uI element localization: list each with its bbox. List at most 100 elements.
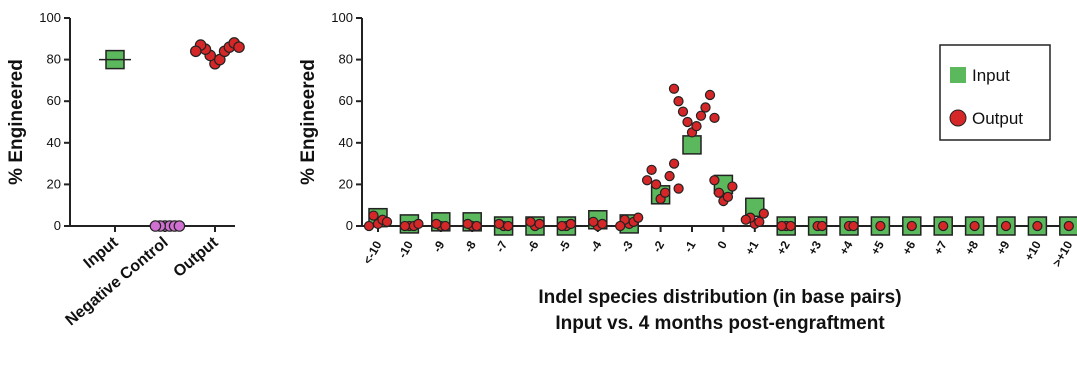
circle-marker <box>556 220 568 232</box>
circle-marker <box>969 220 980 232</box>
square-marker <box>682 135 702 155</box>
x-tick-label: -9 <box>430 238 448 255</box>
circle-marker <box>462 218 473 230</box>
y-tick-label: 20 <box>47 176 61 191</box>
circle-marker <box>682 116 693 128</box>
circle-marker <box>785 220 796 232</box>
x-tick-label: +8 <box>962 238 981 257</box>
x-tick-label: -1 <box>681 238 699 255</box>
x-tick-label: +5 <box>868 238 887 257</box>
x-tick-label: -6 <box>524 238 542 255</box>
circle-marker <box>641 175 653 186</box>
x-tick-label: -5 <box>556 238 574 255</box>
circle-marker <box>646 164 657 175</box>
y-axis-label: % Engineered <box>298 59 319 185</box>
circle-marker <box>727 181 738 192</box>
x-tick-label: -4 <box>587 238 605 255</box>
y-tick-label: 80 <box>47 52 61 67</box>
circle-marker <box>565 218 577 230</box>
legend-marker <box>950 67 966 83</box>
x-tick-label: +6 <box>899 238 918 257</box>
circle-marker <box>691 121 702 132</box>
y-tick-label: 0 <box>346 218 353 233</box>
y-tick-label: 100 <box>331 10 353 25</box>
circle-marker <box>615 220 626 232</box>
circle-marker <box>704 89 716 101</box>
circle-marker <box>816 220 828 232</box>
circle-marker <box>493 218 505 230</box>
circle-marker <box>381 216 393 227</box>
y-tick-label: 40 <box>339 135 353 150</box>
circle-marker <box>399 220 411 232</box>
x-axis-label: Indel species distribution (in base pair… <box>538 287 901 308</box>
circle-marker <box>664 170 675 182</box>
y-tick-label: 60 <box>339 93 353 108</box>
circle-marker <box>776 220 787 232</box>
circle-marker <box>534 218 545 230</box>
y-axis-label: % Engineered <box>6 59 27 185</box>
legend-marker <box>949 109 967 127</box>
circle-marker <box>597 218 608 230</box>
circle-marker <box>673 96 684 107</box>
y-tick-label: 60 <box>47 93 61 108</box>
y-tick-label: 0 <box>54 218 61 233</box>
x-tick-label: +10 <box>1022 238 1044 263</box>
x-tick-label: +1 <box>742 238 761 257</box>
x-tick-label: +2 <box>774 238 793 257</box>
circle-marker <box>875 220 886 232</box>
x-tick-label: 0 <box>715 238 731 251</box>
circle-marker <box>713 187 725 198</box>
x-tick-label: -10 <box>395 238 416 260</box>
circle-marker <box>906 220 917 232</box>
y-tick-label: 80 <box>339 52 353 67</box>
y-tick-label: 100 <box>39 10 61 25</box>
circle-marker <box>1000 220 1012 232</box>
circle-marker <box>938 220 949 232</box>
x-tick-label: -2 <box>650 238 668 255</box>
x-tick-label: -3 <box>618 238 636 255</box>
x-tick-label: >+10 <box>1050 238 1076 269</box>
circle-marker <box>758 208 769 219</box>
circle-marker <box>848 220 859 232</box>
circle-marker <box>650 179 662 190</box>
circle-marker <box>709 112 720 123</box>
x-tick-label: Output <box>170 234 222 281</box>
x-axis-label: Input vs. 4 months post-engraftment <box>555 313 885 334</box>
legend-label: Output <box>972 109 1023 128</box>
x-tick-label: Input <box>81 234 122 273</box>
circle-marker <box>190 45 202 58</box>
x-tick-label: <-10 <box>360 238 384 266</box>
circle-marker <box>695 110 707 121</box>
x-tick-label: +9 <box>994 238 1013 257</box>
circle-marker <box>709 175 720 186</box>
circle-marker <box>149 220 162 232</box>
x-tick-label: -8 <box>461 238 479 255</box>
circle-marker <box>754 216 765 227</box>
circle-marker <box>588 216 599 227</box>
circle-marker <box>413 218 424 230</box>
circle-marker <box>668 158 680 169</box>
x-tick-label: +4 <box>837 238 856 257</box>
y-tick-label: 20 <box>339 176 353 191</box>
circle-marker <box>502 220 514 232</box>
x-tick-label: -7 <box>493 238 511 255</box>
circle-marker <box>525 216 536 227</box>
circle-marker <box>633 212 644 223</box>
circle-marker <box>1063 220 1074 232</box>
circle-marker <box>1032 220 1043 232</box>
circle-marker <box>173 220 186 232</box>
x-tick-label: +3 <box>805 238 824 257</box>
circle-marker <box>673 183 684 194</box>
x-tick-label: +7 <box>931 238 950 257</box>
circle-marker <box>233 41 245 53</box>
circle-marker <box>677 106 689 117</box>
circle-marker <box>440 220 451 232</box>
circle-marker <box>659 187 671 198</box>
circle-marker <box>363 220 375 232</box>
circle-marker <box>700 102 711 113</box>
y-tick-label: 40 <box>47 135 61 150</box>
circle-marker <box>471 220 482 232</box>
legend-label: Input <box>972 66 1010 85</box>
circle-marker <box>431 218 442 230</box>
